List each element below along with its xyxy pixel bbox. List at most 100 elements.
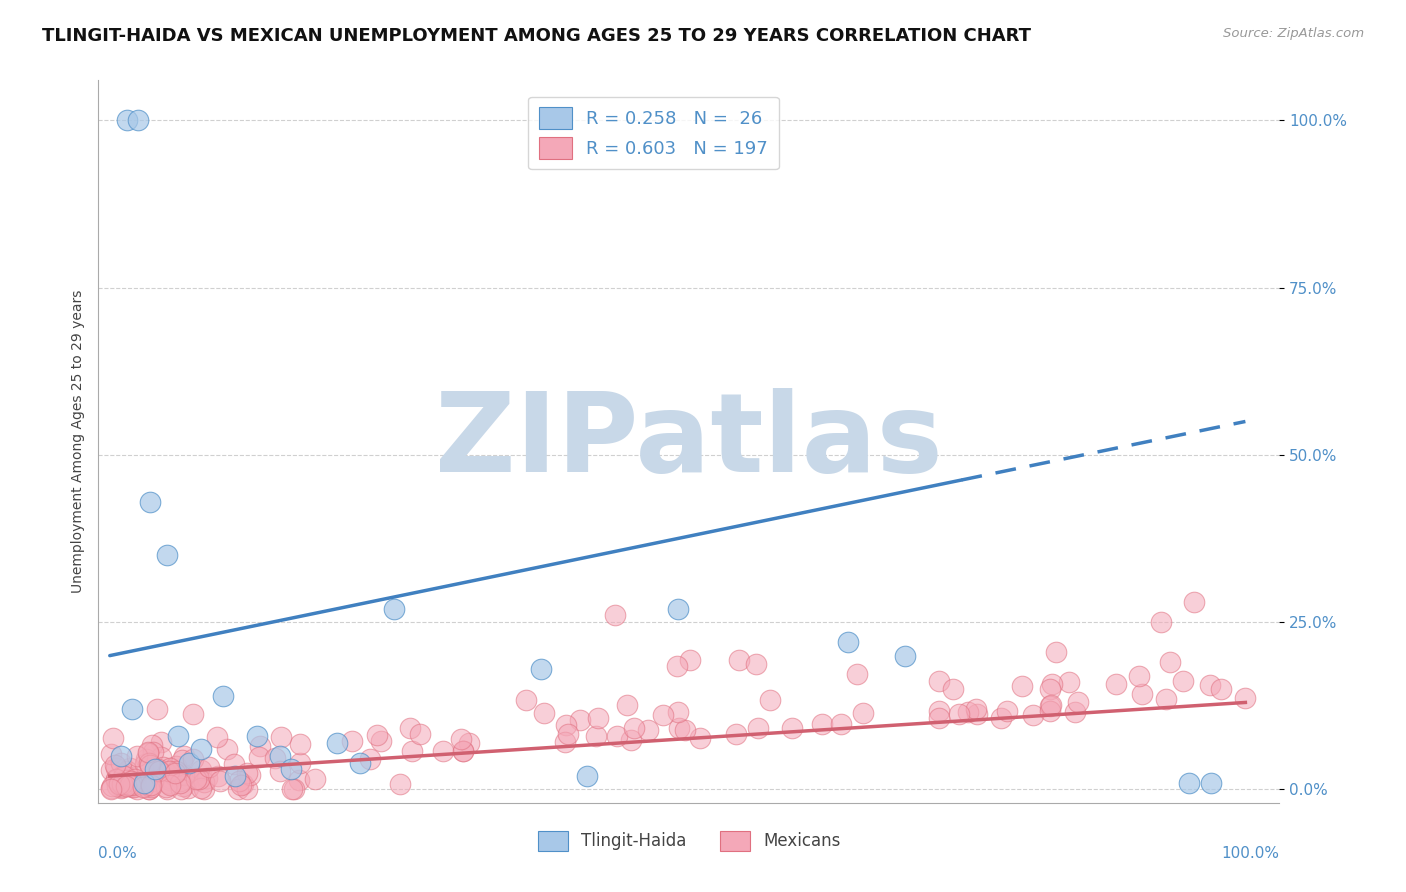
Point <box>1154 691 1177 706</box>
Point <box>110 773 132 788</box>
Point <box>270 731 292 745</box>
Point <box>120 770 142 784</box>
Point <box>724 727 747 741</box>
Point <box>651 708 673 723</box>
Point <box>209 773 232 788</box>
Point <box>100 781 122 796</box>
Point <box>530 662 553 676</box>
Point <box>150 750 173 764</box>
Point <box>811 716 834 731</box>
Point <box>114 777 136 791</box>
Point <box>163 766 186 780</box>
Point <box>554 735 576 749</box>
Point <box>928 673 950 688</box>
Point <box>283 781 305 796</box>
Point <box>586 711 609 725</box>
Point <box>110 749 132 764</box>
Point <box>585 729 607 743</box>
Point <box>451 744 474 758</box>
Point <box>104 773 127 788</box>
Point <box>728 652 751 666</box>
Point <box>112 769 135 783</box>
Text: ZIPatlas: ZIPatlas <box>434 388 943 495</box>
Point <box>605 608 627 623</box>
Point <box>432 744 454 758</box>
Point <box>830 717 852 731</box>
Point <box>288 773 311 788</box>
Point <box>159 778 181 792</box>
Point <box>118 760 141 774</box>
Point <box>263 751 285 765</box>
Point <box>155 780 177 794</box>
Point <box>169 773 191 788</box>
Point <box>990 710 1012 724</box>
Point <box>127 781 149 796</box>
Point <box>131 779 153 793</box>
Point <box>349 756 371 770</box>
Point <box>1105 677 1128 691</box>
Point <box>159 777 181 791</box>
Point <box>942 681 965 696</box>
Point <box>177 780 200 795</box>
Point <box>304 772 326 786</box>
Point <box>110 781 132 796</box>
Point <box>121 780 143 794</box>
Point <box>157 764 180 778</box>
Point <box>159 761 181 775</box>
Point <box>193 774 215 789</box>
Point <box>170 781 193 796</box>
Point <box>100 763 122 777</box>
Point <box>212 689 235 703</box>
Point <box>837 635 859 649</box>
Point <box>249 739 271 753</box>
Point <box>101 731 124 745</box>
Point <box>107 780 129 794</box>
Point <box>146 766 169 780</box>
Point <box>515 693 537 707</box>
Point <box>1040 677 1063 691</box>
Point <box>135 752 157 766</box>
Point <box>747 721 769 735</box>
Point <box>111 777 134 791</box>
Point <box>666 705 689 719</box>
Text: 100.0%: 100.0% <box>1222 847 1279 861</box>
Point <box>370 733 392 747</box>
Text: Source: ZipAtlas.com: Source: ZipAtlas.com <box>1223 27 1364 40</box>
Point <box>575 769 598 783</box>
Point <box>100 781 122 796</box>
Point <box>239 768 262 782</box>
Point <box>124 772 146 787</box>
Point <box>450 731 472 746</box>
Point <box>146 762 169 776</box>
Point <box>399 721 422 735</box>
Point <box>198 760 221 774</box>
Point <box>637 723 659 737</box>
Point <box>159 772 181 786</box>
Point <box>122 778 145 792</box>
Point <box>190 781 212 796</box>
Point <box>689 731 711 745</box>
Point <box>568 714 591 728</box>
Point <box>105 761 128 775</box>
Point <box>1057 675 1080 690</box>
Point <box>155 548 177 563</box>
Point <box>451 743 474 757</box>
Point <box>780 721 803 735</box>
Point <box>100 747 122 761</box>
Point <box>190 763 212 777</box>
Point <box>115 113 138 128</box>
Point <box>138 778 160 792</box>
Point <box>111 768 134 782</box>
Point <box>165 764 187 778</box>
Point <box>269 749 291 764</box>
Point <box>1182 595 1205 609</box>
Point <box>193 781 215 796</box>
Point <box>195 772 218 786</box>
Point <box>187 772 209 787</box>
Point <box>104 757 127 772</box>
Point <box>163 768 186 782</box>
Point <box>246 729 269 743</box>
Point <box>121 702 143 716</box>
Point <box>138 758 160 772</box>
Legend: Tlingit-Haida, Mexicans: Tlingit-Haida, Mexicans <box>529 822 849 860</box>
